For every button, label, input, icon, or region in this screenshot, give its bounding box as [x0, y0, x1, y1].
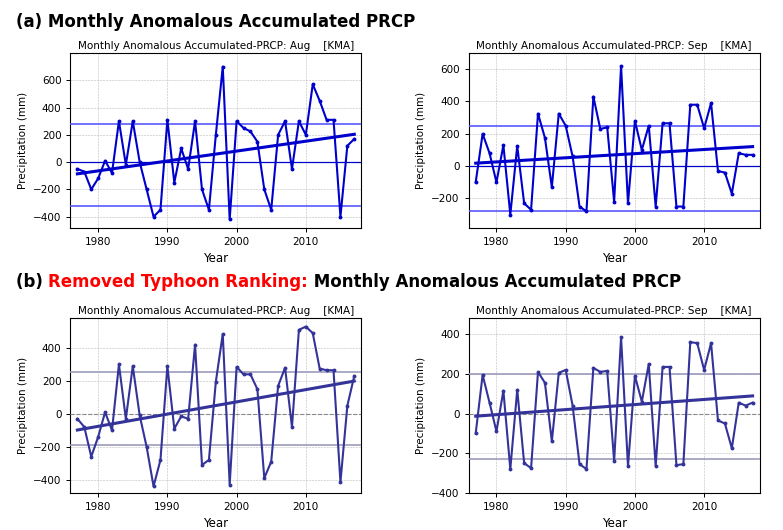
- Y-axis label: Precipitation (mm): Precipitation (mm): [17, 92, 27, 189]
- Text: Removed Typhoon Ranking:: Removed Typhoon Ranking:: [49, 273, 308, 291]
- Title: Monthly Anomalous Accumulated-PRCP: Sep    [KMA]: Monthly Anomalous Accumulated-PRCP: Sep …: [476, 306, 752, 316]
- Text: (b): (b): [16, 273, 49, 291]
- X-axis label: Year: Year: [204, 517, 229, 530]
- X-axis label: Year: Year: [601, 252, 626, 265]
- Y-axis label: Precipitation (mm): Precipitation (mm): [17, 357, 27, 454]
- Title: Monthly Anomalous Accumulated-PRCP: Aug    [KMA]: Monthly Anomalous Accumulated-PRCP: Aug …: [78, 41, 354, 51]
- X-axis label: Year: Year: [204, 252, 229, 265]
- X-axis label: Year: Year: [601, 517, 626, 530]
- Y-axis label: Precipitation (mm): Precipitation (mm): [416, 357, 426, 454]
- Title: Monthly Anomalous Accumulated-PRCP: Sep    [KMA]: Monthly Anomalous Accumulated-PRCP: Sep …: [476, 41, 752, 51]
- Title: Monthly Anomalous Accumulated-PRCP: Aug    [KMA]: Monthly Anomalous Accumulated-PRCP: Aug …: [78, 306, 354, 316]
- Text: (a) Monthly Anomalous Accumulated PRCP: (a) Monthly Anomalous Accumulated PRCP: [16, 13, 415, 31]
- Text: Monthly Anomalous Accumulated PRCP: Monthly Anomalous Accumulated PRCP: [308, 273, 681, 291]
- Y-axis label: Precipitation (mm): Precipitation (mm): [416, 92, 426, 189]
